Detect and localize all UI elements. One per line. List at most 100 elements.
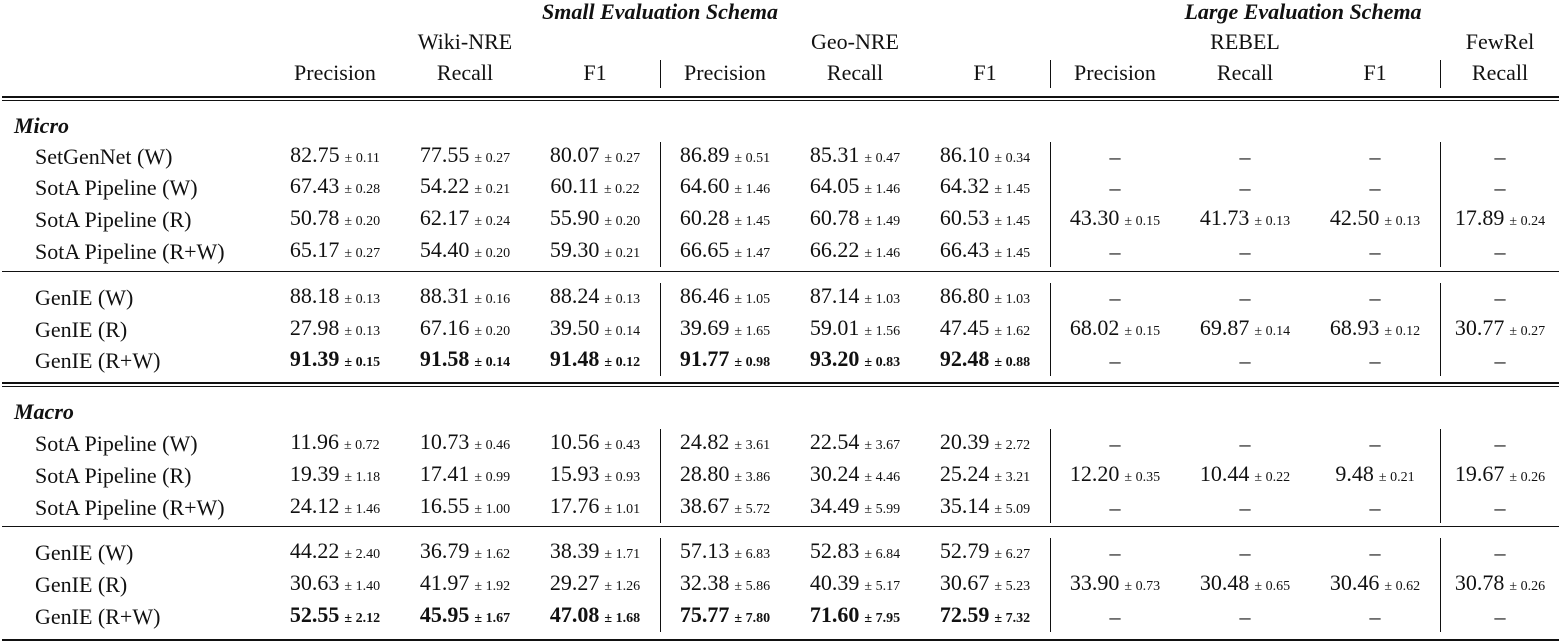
score-cell: 67.16 ± 0.20	[420, 315, 510, 345]
score-std: ± 0.20	[604, 214, 641, 229]
score-value: 32.38	[679, 570, 730, 595]
score-value: 12.20	[1069, 461, 1120, 486]
score-cell: 30.67 ± 5.23	[940, 570, 1030, 600]
score-cell: 71.60 ± 7.95	[810, 602, 900, 632]
score-cell: 19.39 ± 1.18	[290, 461, 380, 491]
dash-cell: –	[1239, 175, 1251, 200]
dataset-header: Geo-NRE	[811, 29, 899, 54]
score-std: ± 1.46	[864, 246, 901, 261]
dash-cell: –	[1109, 239, 1121, 264]
score-cell: 10.73 ± 0.46	[420, 429, 510, 459]
score-value: 47.45	[939, 315, 990, 340]
rule	[2, 639, 1559, 641]
score-std: ± 1.45	[994, 246, 1031, 261]
score-std: ± 0.88	[994, 355, 1031, 370]
score-std: ± 1.45	[994, 214, 1031, 229]
score-value: 42.50	[1329, 205, 1380, 230]
score-cell: 30.78 ± 0.26	[1455, 570, 1545, 600]
row-label: GenIE (R)	[35, 572, 128, 597]
score-cell: 30.46 ± 0.62	[1330, 570, 1420, 600]
score-value: 91.77	[679, 346, 730, 371]
score-std: ± 1.62	[994, 324, 1031, 339]
score-value: 47.08	[549, 602, 600, 627]
score-cell: 86.80 ± 1.03	[940, 283, 1030, 313]
score-std: ± 3.61	[734, 438, 771, 453]
column-separator	[660, 538, 661, 632]
score-value: 77.55	[419, 142, 470, 167]
score-std: ± 1.18	[344, 470, 381, 485]
score-cell: 52.79 ± 6.27	[940, 538, 1030, 568]
dash-cell: –	[1369, 144, 1381, 169]
score-cell: 65.17 ± 0.27	[290, 237, 380, 267]
score-std: ± 1.00	[474, 502, 511, 517]
score-std: ± 0.14	[1254, 324, 1291, 339]
dash-cell: –	[1369, 495, 1381, 520]
score-value: 86.80	[939, 283, 990, 308]
score-value: 52.55	[289, 602, 340, 627]
column-separator	[1050, 283, 1051, 376]
row-label: SetGenNet (W)	[35, 144, 173, 169]
score-cell: 59.30 ± 0.21	[550, 237, 640, 267]
score-std: ± 1.56	[864, 324, 901, 339]
score-std: ± 6.84	[864, 547, 901, 562]
dash-cell: –	[1369, 431, 1381, 456]
score-std: ± 0.93	[604, 470, 641, 485]
score-cell: 64.60 ± 1.46	[680, 173, 770, 203]
score-value: 9.48	[1335, 461, 1374, 486]
score-cell: 38.67 ± 5.72	[680, 493, 770, 523]
score-value: 82.75	[290, 142, 340, 167]
score-std: ± 0.26	[1509, 579, 1546, 594]
score-std: ± 2.12	[344, 611, 381, 626]
column-header: F1	[973, 60, 997, 85]
score-std: ± 0.21	[1378, 470, 1415, 485]
row-label: SotA Pipeline (W)	[35, 431, 198, 456]
score-value: 60.53	[939, 205, 990, 230]
score-std: ± 0.15	[1124, 324, 1161, 339]
column-header: Recall	[1216, 60, 1274, 85]
score-value: 64.05	[809, 173, 860, 198]
score-value: 52.79	[939, 538, 990, 563]
score-std: ± 1.47	[734, 246, 771, 261]
score-cell: 30.63 ± 1.40	[290, 570, 380, 600]
group-header: Large Evaluation Schema	[1184, 0, 1422, 24]
column-separator	[1440, 538, 1441, 632]
row-label: SotA Pipeline (R)	[35, 463, 192, 488]
score-cell: 86.10 ± 0.34	[940, 142, 1030, 172]
score-std: ± 0.13	[1384, 214, 1421, 229]
score-std: ± 3.67	[864, 438, 901, 453]
score-value: 11.96	[290, 429, 339, 454]
score-cell: 41.73 ± 0.13	[1200, 205, 1290, 235]
score-value: 38.39	[549, 538, 600, 563]
column-header: Precision	[1074, 60, 1156, 85]
score-value: 44.22	[289, 538, 340, 563]
score-cell: 44.22 ± 2.40	[290, 538, 380, 568]
score-std: ± 6.83	[734, 547, 771, 562]
score-std: ± 0.20	[344, 214, 381, 229]
score-cell: 88.18 ± 0.13	[290, 283, 380, 313]
dash-cell: –	[1494, 495, 1506, 520]
score-std: ± 0.21	[474, 182, 511, 197]
score-value: 24.82	[679, 429, 730, 454]
row-label: GenIE (R)	[35, 317, 128, 342]
score-std: ± 2.72	[994, 438, 1031, 453]
score-value: 60.28	[679, 205, 730, 230]
score-cell: 22.54 ± 3.67	[810, 429, 900, 459]
score-std: ± 0.13	[604, 292, 641, 307]
score-value: 66.65	[679, 237, 730, 262]
score-std: ± 1.46	[864, 182, 901, 197]
rule	[2, 386, 1559, 387]
dash-cell: –	[1109, 431, 1121, 456]
score-std: ± 5.17	[864, 579, 901, 594]
score-value: 40.39	[809, 570, 860, 595]
score-value: 88.24	[549, 283, 600, 308]
score-value: 41.73	[1199, 205, 1250, 230]
score-std: ± 0.22	[604, 182, 640, 197]
score-std: ± 1.45	[734, 214, 771, 229]
dash-cell: –	[1109, 144, 1121, 169]
score-cell: 80.07 ± 0.27	[550, 142, 640, 172]
score-cell: 86.89 ± 0.51	[680, 142, 770, 172]
score-std: ± 1.62	[474, 547, 511, 562]
score-cell: 93.20 ± 0.83	[810, 346, 900, 376]
score-cell: 39.50 ± 0.14	[550, 315, 640, 345]
